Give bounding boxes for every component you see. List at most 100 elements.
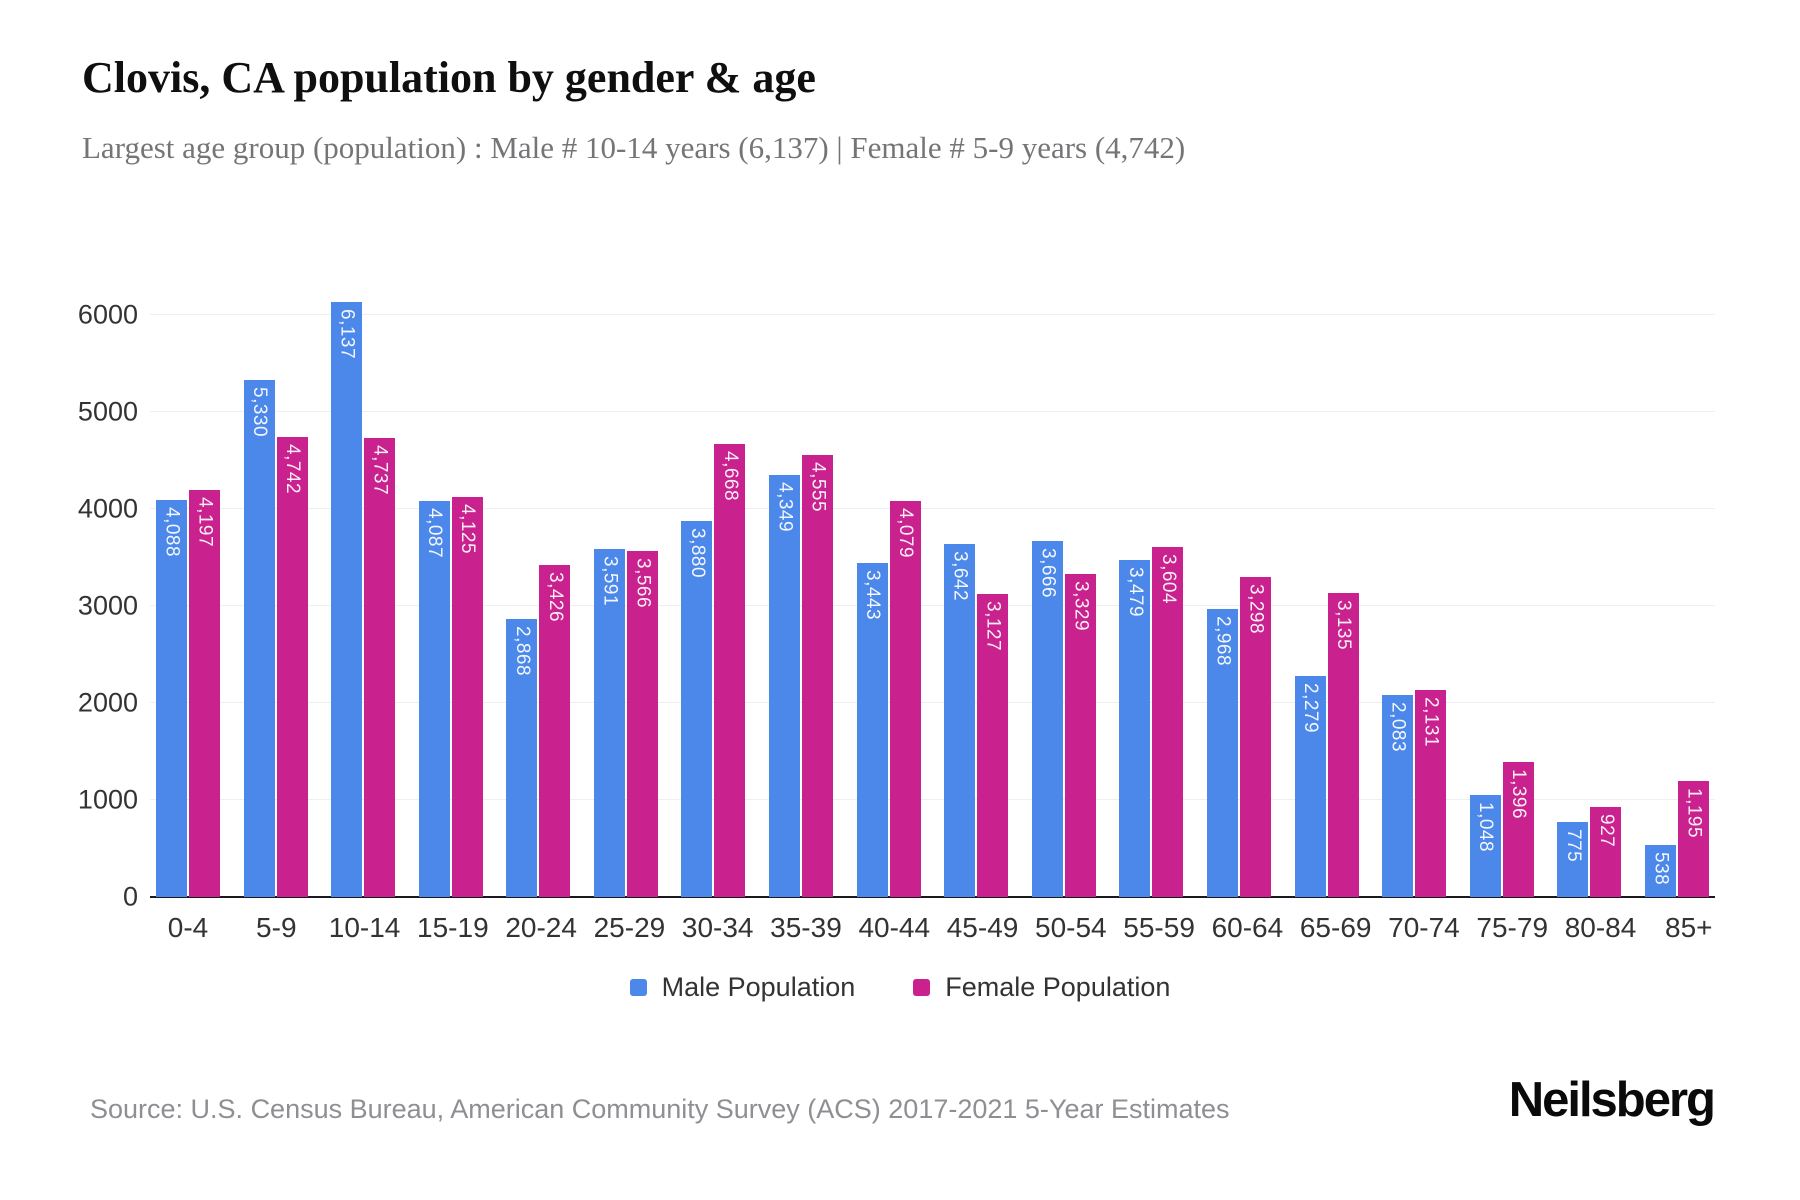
x-axis-line	[150, 896, 1715, 898]
bar-male-45-49[interactable]: 3,642	[944, 544, 976, 897]
bar-female-45-49[interactable]: 3,127	[977, 594, 1009, 897]
bar-value-label: 3,880	[686, 528, 708, 579]
bar-male-50-54[interactable]: 3,666	[1031, 541, 1063, 897]
bar-group-20-24: 2,868 3,426	[506, 565, 571, 897]
legend-swatch-icon	[629, 979, 647, 996]
bar-group-35-39: 4,349 4,555	[769, 455, 834, 897]
bar-group-25-29: 3,591 3,566	[593, 549, 658, 897]
bar-value-label: 2,968	[1212, 616, 1234, 667]
bar-male-10-14[interactable]: 6,137	[331, 302, 363, 897]
bar-female-5-9[interactable]: 4,742	[276, 437, 308, 897]
y-tick-6000: 6000	[77, 299, 138, 330]
bar-female-35-39[interactable]: 4,555	[802, 455, 834, 897]
bar-male-55-59[interactable]: 3,479	[1119, 560, 1151, 897]
bar-female-70-74[interactable]: 2,131	[1415, 690, 1447, 897]
plot-area: 4,088 4,197 5,330 4,742 6,137 4,737 4,087 4,125…	[150, 302, 1715, 898]
bar-value-label: 4,087	[424, 508, 446, 559]
bar-female-75-79[interactable]: 1,396	[1502, 762, 1534, 897]
legend-label: Male Population	[661, 972, 856, 1002]
bar-male-70-74[interactable]: 2,083	[1382, 695, 1414, 897]
y-tick-4000: 4000	[77, 493, 138, 524]
bar-male-85+[interactable]: 538	[1644, 845, 1676, 897]
bar-male-75-79[interactable]: 1,048	[1469, 795, 1501, 897]
bar-value-label: 3,426	[544, 572, 566, 623]
x-tick-20-24: 20-24	[505, 912, 577, 943]
bar-value-label: 3,566	[632, 558, 654, 609]
legend-item-male[interactable]: Male Population	[629, 972, 856, 1003]
bar-group-60-64: 2,968 3,298	[1206, 577, 1271, 897]
bar-value-label: 4,737	[369, 445, 391, 496]
chart-subtitle: Largest age group (population) : Male # …	[82, 130, 1186, 165]
bar-female-80-84[interactable]: 927	[1590, 807, 1622, 897]
x-tick-15-19: 15-19	[417, 912, 489, 943]
x-tick-35-39: 35-39	[770, 912, 842, 943]
x-tick-10-14: 10-14	[328, 912, 401, 943]
x-tick-0-4: 0-4	[167, 912, 209, 943]
bar-male-25-29[interactable]: 3,591	[593, 549, 625, 897]
bar-value-label: 3,666	[1037, 548, 1059, 599]
x-tick-25-29: 25-29	[593, 912, 666, 943]
bar-value-label: 2,279	[1300, 683, 1322, 734]
y-tick-3000: 3000	[77, 590, 138, 621]
bar-female-25-29[interactable]: 3,566	[626, 551, 658, 897]
bar-group-85+: 538 1,195	[1644, 781, 1709, 897]
bar-group-5-9: 5,330 4,742	[243, 380, 308, 897]
bar-value-label: 3,604	[1157, 554, 1179, 605]
bar-group-65-69: 2,279 3,135	[1294, 593, 1359, 897]
bar-value-label: 2,868	[511, 626, 533, 677]
bar-male-60-64[interactable]: 2,968	[1206, 609, 1238, 897]
bar-male-30-34[interactable]: 3,880	[681, 521, 713, 897]
bar-group-75-79: 1,048 1,396	[1469, 762, 1534, 897]
bar-male-65-69[interactable]: 2,279	[1294, 676, 1326, 897]
bar-series-container: 4,088 4,197 5,330 4,742 6,137 4,737 4,087 4,125…	[150, 302, 1715, 897]
y-tick-0: 0	[122, 881, 138, 912]
x-tick-60-64: 60-64	[1211, 912, 1284, 943]
bar-male-40-44[interactable]: 3,443	[856, 563, 888, 897]
bar-female-60-64[interactable]: 3,298	[1239, 577, 1271, 897]
bar-value-label: 6,137	[336, 309, 358, 360]
bar-value-label: 775	[1562, 829, 1584, 863]
bar-female-55-59[interactable]: 3,604	[1152, 547, 1184, 897]
y-tick-2000: 2000	[77, 687, 138, 718]
bar-female-65-69[interactable]: 3,135	[1327, 593, 1359, 897]
bar-male-5-9[interactable]: 5,330	[243, 380, 275, 897]
bar-male-80-84[interactable]: 775	[1557, 822, 1589, 897]
x-tick-55-59: 55-59	[1123, 912, 1195, 943]
bar-male-20-24[interactable]: 2,868	[506, 619, 538, 897]
bar-female-85+[interactable]: 1,195	[1677, 781, 1709, 897]
bar-female-15-19[interactable]: 4,125	[451, 497, 483, 897]
bar-group-80-84: 775 927	[1557, 807, 1622, 897]
bar-group-50-54: 3,666 3,329	[1031, 541, 1096, 897]
bar-female-40-44[interactable]: 4,079	[889, 501, 921, 897]
bar-value-label: 2,083	[1387, 702, 1409, 753]
bar-female-30-34[interactable]: 4,668	[714, 444, 746, 897]
bar-value-label: 3,642	[949, 551, 971, 602]
bar-value-label: 3,479	[1124, 567, 1146, 618]
bar-male-15-19[interactable]: 4,087	[418, 501, 450, 897]
bar-value-label: 4,079	[895, 508, 917, 559]
x-tick-40-44: 40-44	[858, 912, 931, 943]
bar-value-label: 4,125	[457, 504, 479, 555]
legend-item-female[interactable]: Female Population	[913, 972, 1170, 1003]
gridline-5000	[150, 411, 1715, 412]
bar-female-10-14[interactable]: 4,737	[364, 438, 396, 897]
bar-group-70-74: 2,083 2,131	[1382, 690, 1447, 897]
x-axis-labels: 0-4 5-9 10-14 15-19 20-24 25-29 30-34 35-39 40-4…	[150, 912, 1727, 944]
bar-value-label: 4,555	[807, 462, 829, 513]
legend-swatch-icon	[913, 979, 931, 996]
bar-group-30-34: 3,880 4,668	[681, 444, 746, 897]
bar-male-0-4[interactable]: 4,088	[156, 500, 187, 897]
bar-value-label: 3,298	[1245, 584, 1267, 635]
bar-female-20-24[interactable]: 3,426	[539, 565, 571, 897]
gridline-3000	[150, 605, 1715, 606]
bar-group-0-4: 4,088 4,197	[156, 490, 220, 897]
bar-male-35-39[interactable]: 4,349	[769, 475, 801, 897]
x-tick-45-49: 45-49	[946, 912, 1019, 943]
gridline-6000	[150, 314, 1715, 315]
bar-female-0-4[interactable]: 4,197	[189, 490, 220, 897]
bar-female-50-54[interactable]: 3,329	[1064, 574, 1096, 897]
neilsberg-logo: Neilsberg	[1508, 1073, 1716, 1127]
x-tick-50-54: 50-54	[1035, 912, 1107, 943]
x-tick-65-69: 65-69	[1299, 912, 1372, 943]
x-tick-70-74: 70-74	[1388, 912, 1460, 943]
